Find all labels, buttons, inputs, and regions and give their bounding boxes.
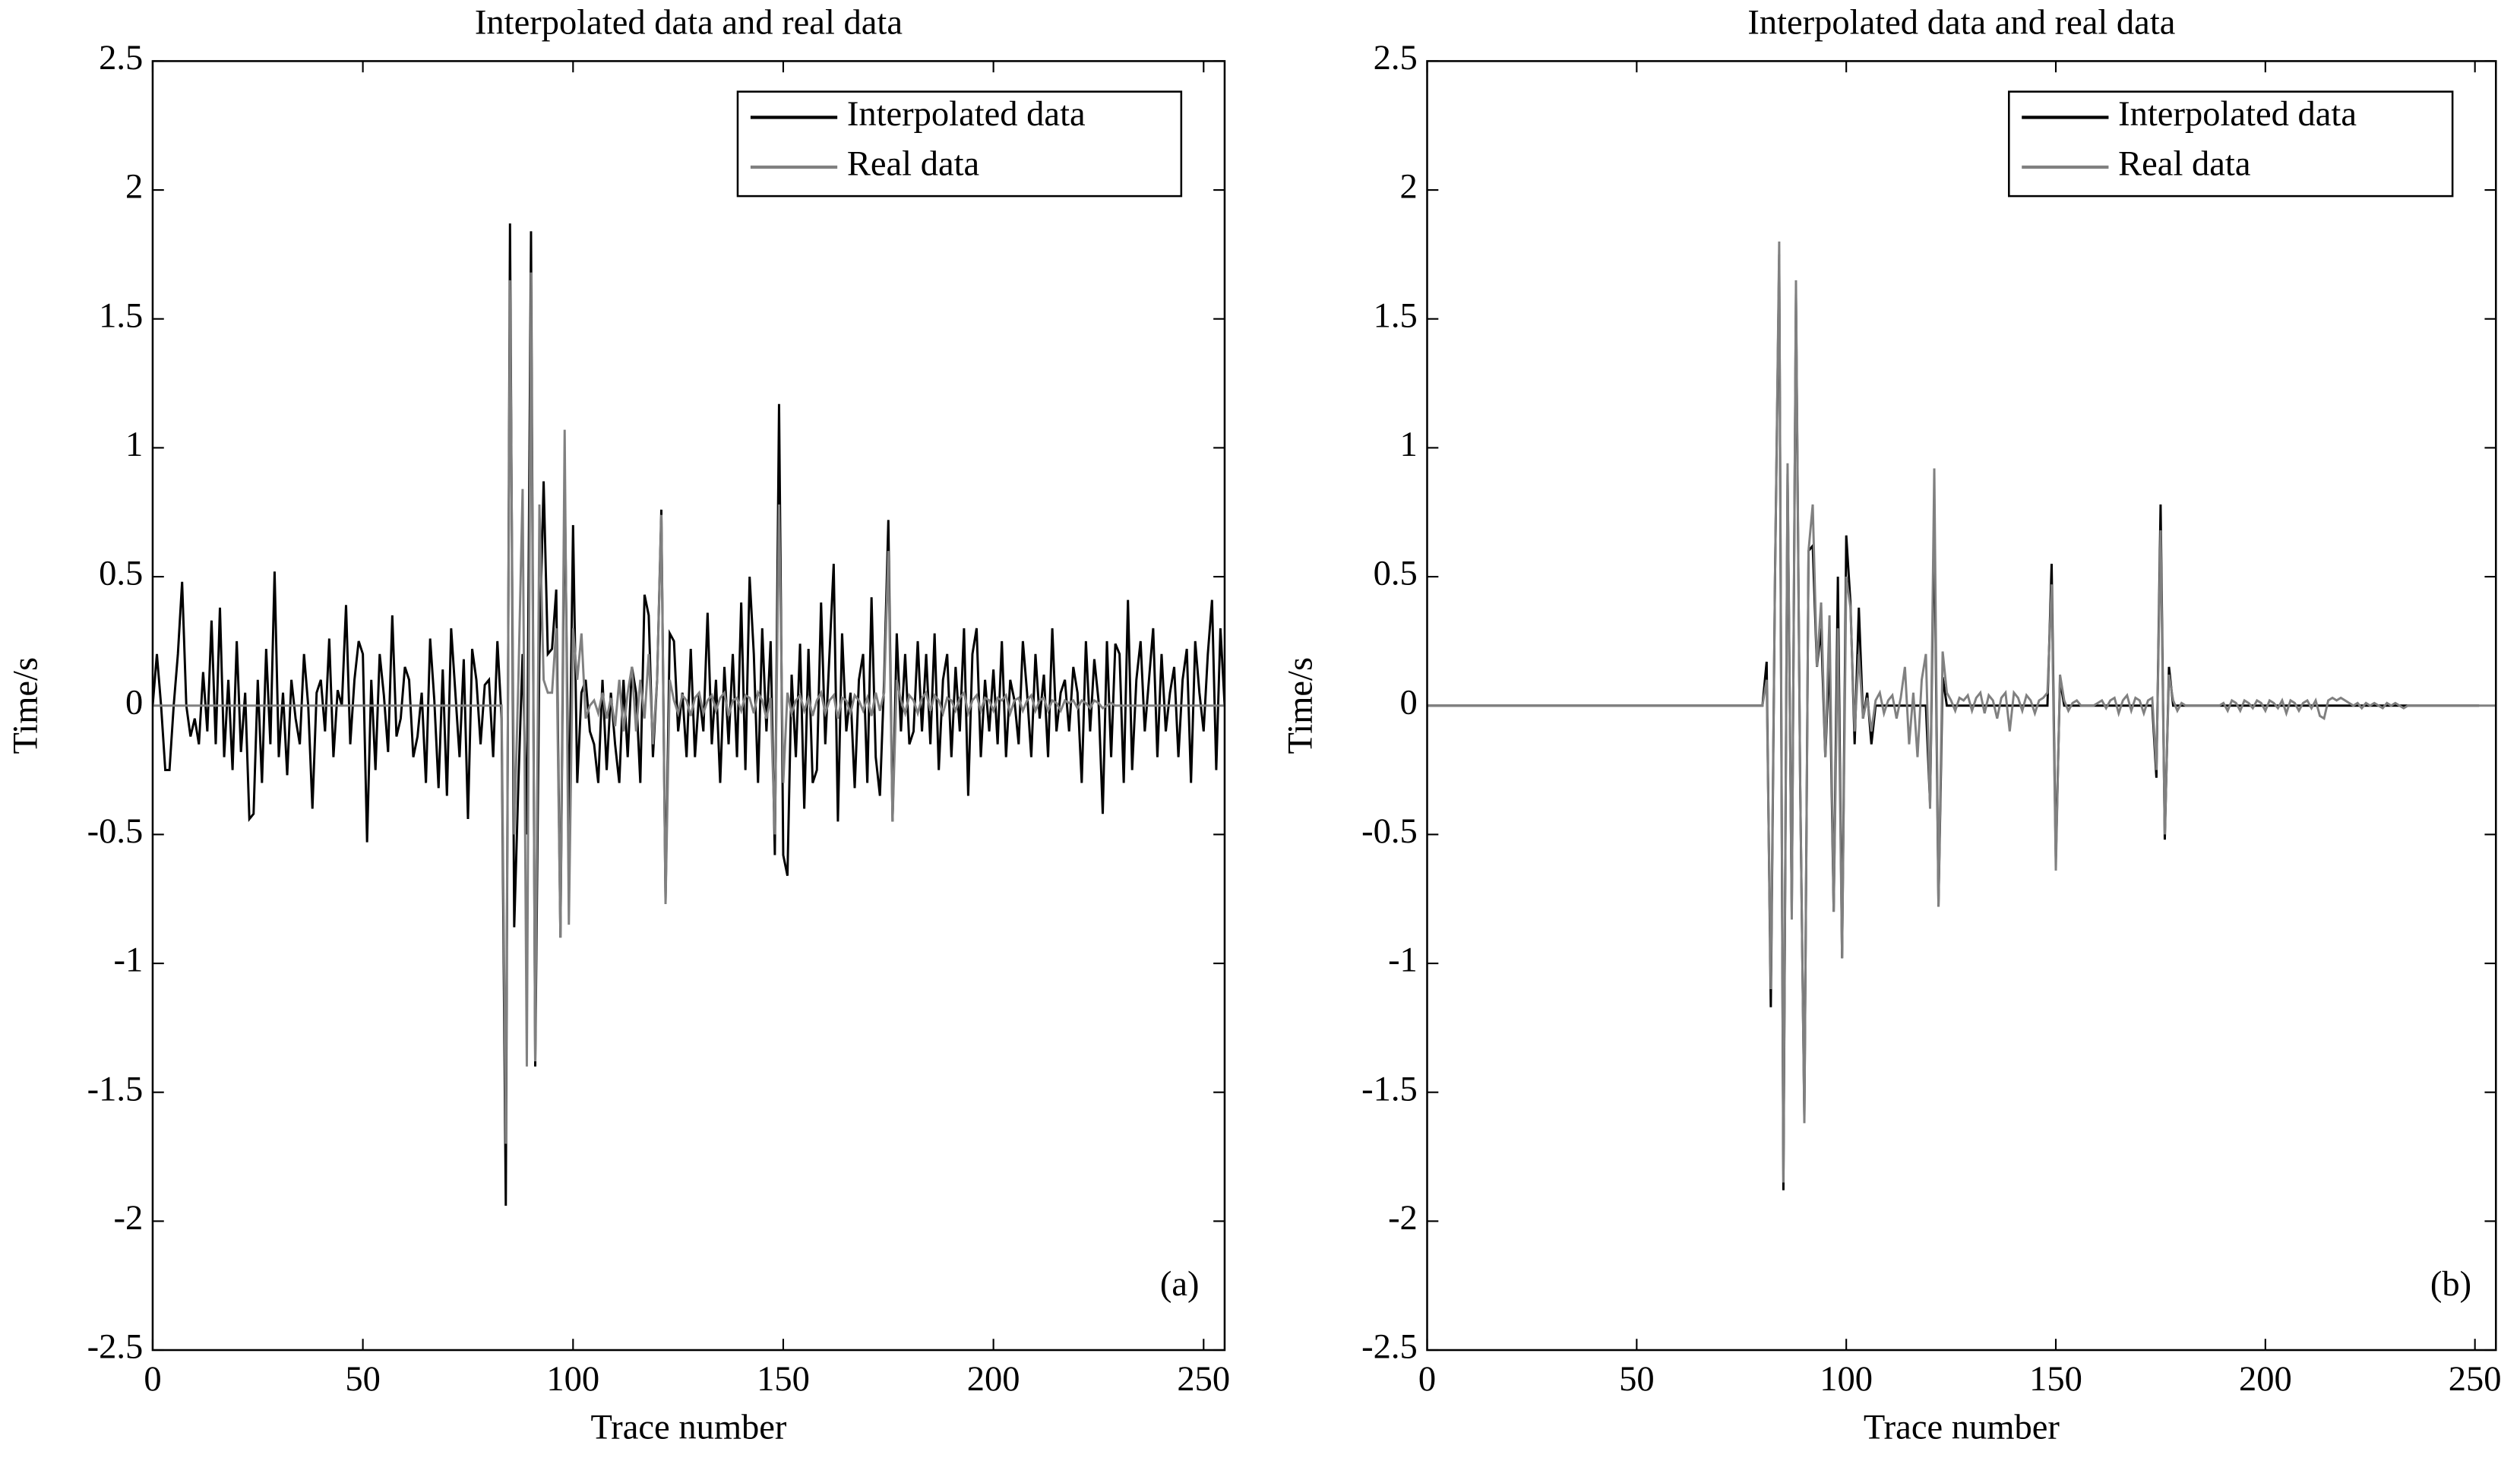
y-tick-label: -1 xyxy=(1388,941,1418,980)
y-tick-label: -1 xyxy=(114,941,144,980)
chart-title: Interpolated data and real data xyxy=(1747,4,2175,43)
legend-box xyxy=(736,90,1183,198)
x-tick-label: 0 xyxy=(1418,1360,1436,1399)
legend-label: Interpolated data xyxy=(2118,95,2357,134)
y-tick-label: -2.5 xyxy=(87,1328,144,1367)
x-axis-label: Trace number xyxy=(590,1408,786,1447)
x-tick-label: 50 xyxy=(345,1360,381,1399)
y-tick-label: -1.5 xyxy=(1361,1070,1418,1108)
plot-area xyxy=(152,223,1225,1206)
y-axis-label: Time/s xyxy=(1281,657,1320,754)
y-tick-label: 0 xyxy=(125,683,143,722)
x-tick-label: 100 xyxy=(546,1360,599,1399)
series-line xyxy=(1427,241,2496,1183)
y-tick-label: -2 xyxy=(114,1199,144,1238)
y-tick-label: 2 xyxy=(125,168,143,207)
y-tick-label: 0.5 xyxy=(99,555,143,593)
y-axis-label: Time/s xyxy=(7,657,46,754)
series-line xyxy=(1427,254,2480,1191)
series-line xyxy=(152,272,1225,1144)
plot-area xyxy=(1427,241,2496,1191)
x-tick-label: 50 xyxy=(1619,1360,1655,1399)
y-tick-label: -1.5 xyxy=(87,1070,144,1108)
y-tick-label: 2 xyxy=(1400,168,1418,207)
series-line xyxy=(152,223,1225,1206)
axes-box xyxy=(151,60,1226,1352)
y-tick-label: 2.5 xyxy=(99,39,143,77)
legend-label: Real data xyxy=(847,145,980,184)
x-tick-label: 150 xyxy=(2029,1360,2082,1399)
y-tick-label: -0.5 xyxy=(87,812,144,851)
chart-title: Interpolated data and real data xyxy=(475,4,903,43)
y-tick-label: 1 xyxy=(125,425,143,464)
y-tick-label: -2 xyxy=(1388,1199,1418,1238)
x-tick-label: 250 xyxy=(2449,1360,2502,1399)
annotation: (b) xyxy=(2430,1265,2471,1304)
y-tick-label: 1.5 xyxy=(99,296,143,335)
y-tick-label: 1.5 xyxy=(1374,296,1418,335)
legend-box xyxy=(2008,90,2454,198)
y-tick-label: -2.5 xyxy=(1361,1328,1418,1367)
y-tick-label: 0 xyxy=(1400,683,1418,722)
x-tick-label: 250 xyxy=(1177,1360,1230,1399)
axes-box xyxy=(1426,60,2497,1352)
x-tick-label: 100 xyxy=(1820,1360,1873,1399)
x-tick-label: 200 xyxy=(967,1360,1020,1399)
x-tick-label: 150 xyxy=(757,1360,810,1399)
y-tick-label: -0.5 xyxy=(1361,812,1418,851)
annotation: (a) xyxy=(1160,1265,1200,1304)
x-tick-label: 200 xyxy=(2239,1360,2292,1399)
y-tick-label: 1 xyxy=(1400,425,1418,464)
x-tick-label: 0 xyxy=(144,1360,161,1399)
y-tick-label: 0.5 xyxy=(1374,555,1418,593)
legend-label: Interpolated data xyxy=(847,95,1086,134)
x-axis-label: Trace number xyxy=(1864,1408,2060,1447)
y-tick-label: 2.5 xyxy=(1374,39,1418,77)
legend-label: Real data xyxy=(2118,145,2251,184)
